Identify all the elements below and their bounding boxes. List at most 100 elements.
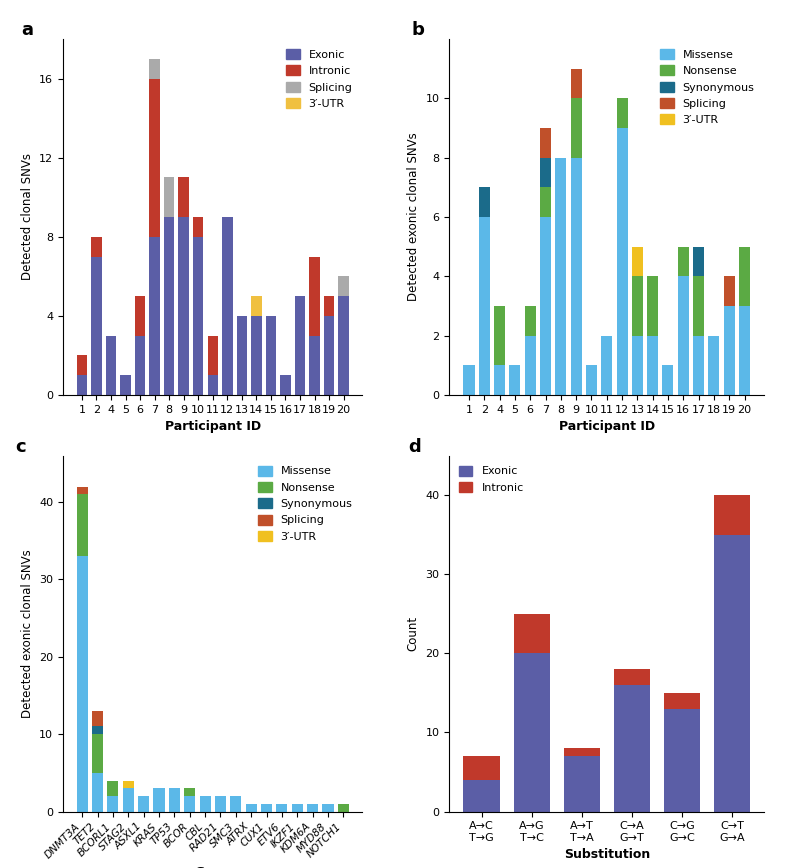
Bar xyxy=(338,296,349,395)
Text: b: b xyxy=(411,21,424,39)
Bar xyxy=(178,177,189,217)
X-axis label: Gene: Gene xyxy=(195,865,231,868)
Bar xyxy=(563,748,600,756)
Bar xyxy=(184,788,195,796)
Bar xyxy=(92,734,103,773)
Bar xyxy=(463,780,500,812)
Bar xyxy=(708,336,719,395)
Bar xyxy=(310,257,320,336)
Bar xyxy=(246,804,257,812)
Bar xyxy=(184,796,195,812)
Bar xyxy=(693,336,704,395)
Bar xyxy=(463,365,474,395)
Bar xyxy=(525,306,536,336)
Bar xyxy=(509,365,520,395)
Bar xyxy=(193,237,203,395)
Bar xyxy=(514,654,550,812)
Bar xyxy=(92,773,103,812)
Bar xyxy=(123,780,134,788)
Bar xyxy=(295,296,305,395)
Bar xyxy=(76,487,87,495)
Bar xyxy=(106,336,116,395)
Bar xyxy=(614,685,650,812)
Bar xyxy=(739,247,750,306)
Bar xyxy=(76,495,87,556)
Bar xyxy=(266,316,276,395)
Bar xyxy=(632,247,643,276)
Bar xyxy=(525,336,536,395)
Bar xyxy=(723,306,734,395)
X-axis label: Participant ID: Participant ID xyxy=(559,420,655,433)
Bar xyxy=(92,727,103,734)
Bar xyxy=(76,375,87,395)
Y-axis label: Detected clonal SNVs: Detected clonal SNVs xyxy=(20,154,34,280)
Bar xyxy=(616,98,627,128)
Bar xyxy=(322,804,333,812)
Bar xyxy=(236,316,247,395)
Bar xyxy=(494,306,505,365)
Bar xyxy=(693,247,704,276)
Legend: Missense, Nonsense, Synonymous, Splicing, 3′-UTR: Missense, Nonsense, Synonymous, Splicing… xyxy=(656,44,759,129)
Bar xyxy=(230,796,241,812)
Bar xyxy=(586,365,597,395)
Bar xyxy=(307,804,318,812)
Bar xyxy=(324,296,334,316)
Bar xyxy=(601,336,612,395)
Bar xyxy=(663,365,674,395)
Bar xyxy=(324,316,334,395)
Bar xyxy=(121,375,131,395)
Bar xyxy=(76,556,87,812)
Bar xyxy=(663,693,700,709)
Bar xyxy=(338,276,349,296)
Bar xyxy=(739,306,750,395)
Bar xyxy=(91,257,102,395)
Bar xyxy=(138,796,149,812)
Bar xyxy=(261,804,272,812)
Bar xyxy=(571,98,582,158)
Bar xyxy=(540,158,551,187)
Legend: Exonic, Intronic, Splicing, 3′-UTR: Exonic, Intronic, Splicing, 3′-UTR xyxy=(282,44,357,114)
Bar xyxy=(571,69,582,98)
Bar xyxy=(107,780,118,796)
Bar xyxy=(164,217,174,395)
Bar xyxy=(463,756,500,780)
Bar xyxy=(251,316,262,395)
Bar xyxy=(150,59,160,79)
Bar xyxy=(150,79,160,237)
Y-axis label: Count: Count xyxy=(407,616,420,651)
Bar xyxy=(150,237,160,395)
Bar xyxy=(338,804,349,812)
Bar xyxy=(540,217,551,395)
Text: d: d xyxy=(408,437,421,456)
Bar xyxy=(647,336,658,395)
Bar xyxy=(632,276,643,336)
Bar xyxy=(571,158,582,395)
Bar xyxy=(292,804,303,812)
Bar xyxy=(479,187,490,217)
Bar xyxy=(556,158,567,395)
Bar xyxy=(164,177,174,217)
Bar xyxy=(222,217,232,395)
X-axis label: Substitution: Substitution xyxy=(563,848,650,861)
Bar xyxy=(632,336,643,395)
Bar xyxy=(693,276,704,336)
Bar xyxy=(723,276,734,306)
Bar xyxy=(479,217,490,395)
Bar xyxy=(514,614,550,654)
Bar xyxy=(616,128,627,395)
Bar xyxy=(76,355,87,375)
Bar xyxy=(310,336,320,395)
Bar xyxy=(251,296,262,316)
Bar xyxy=(563,756,600,812)
Bar xyxy=(678,247,689,276)
Bar xyxy=(281,375,291,395)
Bar xyxy=(215,796,226,812)
Bar xyxy=(123,788,134,812)
Bar xyxy=(540,128,551,158)
Bar xyxy=(199,796,210,812)
Bar xyxy=(207,375,218,395)
Text: a: a xyxy=(21,21,33,39)
Bar xyxy=(678,276,689,395)
Bar xyxy=(92,711,103,727)
Bar xyxy=(647,276,658,336)
